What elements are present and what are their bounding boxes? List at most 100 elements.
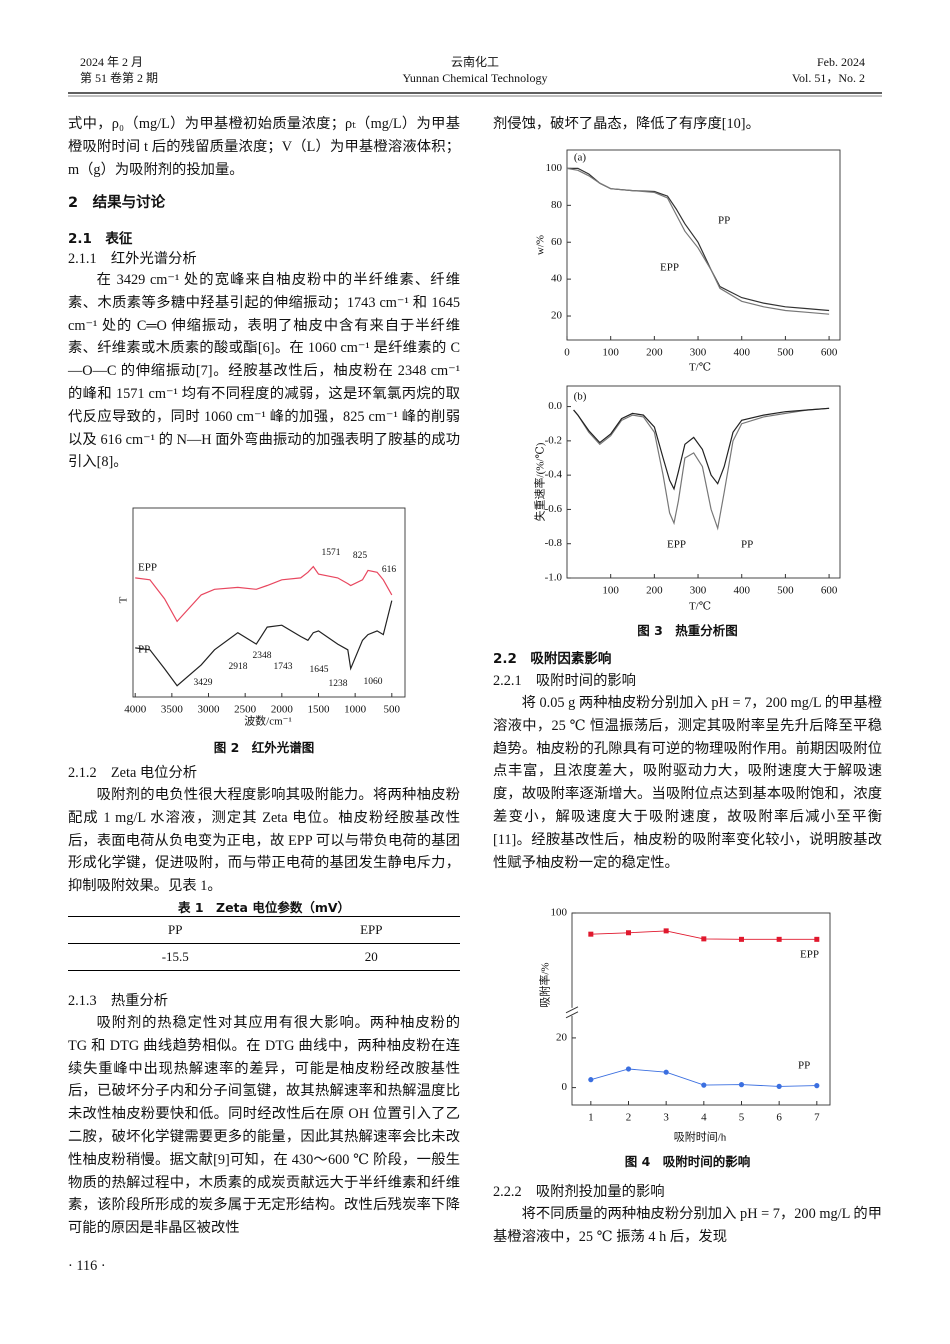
table-caption: 表 1 Zeta 电位参数（mV） — [177, 900, 351, 915]
marker — [663, 1069, 669, 1075]
table-cell: 20 — [364, 949, 378, 964]
series-line — [566, 167, 830, 315]
x-tick-label: 400 — [733, 585, 750, 597]
paragraph: 式中，ρ₀（mg/L）为甲基橙初始质量浓度；ρₜ（mg/L）为甲基橙吸附时间 t… — [68, 116, 460, 178]
x-tick-label: 100 — [602, 585, 619, 597]
peak-label: 1743 — [274, 662, 293, 672]
panel-label: (b) — [574, 391, 587, 403]
peak-label: 825 — [353, 551, 368, 561]
marker — [701, 936, 707, 942]
series-label: PP — [138, 644, 150, 656]
x-axis-label: T/℃ — [689, 362, 711, 374]
heading: 2.2 吸附因素影响 — [493, 651, 612, 667]
peak-label: 2348 — [253, 651, 272, 661]
plot-frame — [132, 507, 406, 698]
x-tick-label: 1000 — [344, 704, 367, 716]
heading: 2.2.2 吸附剂投加量的影响 — [493, 1184, 665, 1200]
x-tick-label: 4000 — [124, 704, 147, 716]
series-line — [135, 565, 393, 623]
header-text: 云南化工 — [450, 55, 499, 69]
marker — [814, 936, 820, 942]
paragraph: 将不同质量的两种柚皮粉分别加入 pH = 7，200 mg/L 的甲基橙溶液中，… — [493, 1206, 882, 1245]
marker — [738, 1082, 745, 1088]
marker — [701, 1082, 707, 1088]
table: PP EPP -15.5 20 — [68, 916, 460, 971]
y-tick-label: 0 — [562, 1081, 568, 1093]
y-tick-label: 20 — [556, 1031, 568, 1043]
heading: 2.1.2 Zeta 电位分析 — [68, 765, 198, 781]
paragraph: 在 3429 cm⁻¹ 处的宽峰来自柚皮粉中的半纤维素、纤维素、木质素等多糖中羟… — [68, 272, 460, 471]
header-text: Yunnan Chemical Technology — [402, 71, 548, 85]
header-text: Feb. 2024 — [817, 55, 865, 69]
x-tick-label: 3000 — [198, 704, 221, 716]
x-tick-label: 100 — [602, 347, 619, 359]
y-tick-label: -0.8 — [545, 537, 563, 549]
x-tick-label: 500 — [384, 704, 401, 716]
x-axis-label: T/℃ — [689, 601, 711, 613]
plot-frame — [566, 385, 841, 579]
y-axis-label: 吸附率/% — [538, 962, 552, 1007]
heading: 2.1.1 红外光谱分析 — [68, 251, 197, 267]
figure-caption: 图 2 红外光谱图 — [213, 740, 315, 755]
marker — [588, 931, 594, 937]
marker — [776, 936, 782, 942]
series-label: EPP — [667, 539, 686, 551]
x-tick-label: 2 — [626, 1112, 632, 1124]
heading: 2.2.1 吸附时间的影响 — [493, 673, 636, 689]
peak-label: 1238 — [329, 679, 348, 689]
marker — [588, 1077, 594, 1083]
x-tick-label: 500 — [777, 347, 794, 359]
series-line — [567, 167, 830, 312]
header-text: Vol. 51，No. 2 — [791, 71, 865, 85]
marker — [663, 928, 669, 934]
header-left: 2024 年 2 月第 51 卷第 2 期 — [80, 54, 158, 86]
paragraph: 吸附剂的热稳定性对其应用有很大影响。两种柚皮粉的 TG 和 DTG 曲线趋势相似… — [68, 1015, 460, 1237]
marker — [776, 1083, 782, 1089]
x-tick-label: 7 — [814, 1112, 820, 1124]
marker — [625, 1066, 632, 1072]
y-axis-label: 失重速率/(%/℃) — [533, 442, 547, 521]
figure-caption: 图 3 热重分析图 — [637, 623, 738, 638]
header-text: 2024 年 2 月 — [80, 55, 144, 69]
marker — [738, 936, 744, 942]
heading: 2.1 表征 — [68, 231, 133, 247]
peak-label: 1645 — [310, 665, 329, 675]
peak-label: 2918 — [229, 662, 248, 672]
y-tick-label: 20 — [551, 310, 563, 322]
panel-label: (a) — [574, 152, 587, 164]
series-label: EPP — [138, 562, 157, 574]
figure-caption: 图 4 吸附时间的影响 — [624, 1154, 751, 1169]
x-tick-label: 400 — [733, 347, 750, 359]
peak-label: 616 — [382, 565, 397, 575]
y-tick-label: 100 — [551, 907, 568, 919]
y-tick-label: 0.0 — [548, 400, 562, 412]
series-line — [135, 600, 393, 687]
x-tick-label: 200 — [646, 585, 663, 597]
table-cell: PP — [68, 916, 283, 944]
series-label: PP — [798, 1060, 810, 1072]
x-tick-label: 300 — [690, 347, 707, 359]
y-tick-label: 60 — [551, 236, 563, 248]
table-row: -15.5 20 — [68, 944, 460, 971]
series-label: EPP — [800, 949, 819, 961]
x-tick-label: 1 — [588, 1112, 594, 1124]
x-tick-label: 2500 — [234, 704, 257, 716]
table-cell: -15.5 — [161, 949, 189, 964]
x-tick-label: 3 — [663, 1112, 669, 1124]
peak-label: 1571 — [322, 548, 341, 558]
page-number: · 116 · — [68, 1258, 106, 1274]
y-tick-label: 40 — [551, 273, 563, 285]
x-tick-label: 2000 — [271, 704, 294, 716]
axis-break — [565, 1011, 579, 1019]
paragraph: 剂侵蚀，破坏了晶态，降低了有序度[10]。 — [493, 116, 760, 132]
y-tick-label: -0.2 — [545, 434, 562, 446]
y-tick-label: -1.0 — [545, 572, 563, 584]
y-tick-label: 100 — [546, 162, 563, 174]
axis-break-gap — [568, 1007, 576, 1016]
y-tick-label: -0.4 — [545, 469, 563, 481]
x-tick-label: 5 — [739, 1112, 745, 1124]
x-tick-label: 200 — [646, 347, 663, 359]
peak-label: 3429 — [194, 678, 213, 688]
x-tick-label: 4 — [701, 1112, 707, 1124]
